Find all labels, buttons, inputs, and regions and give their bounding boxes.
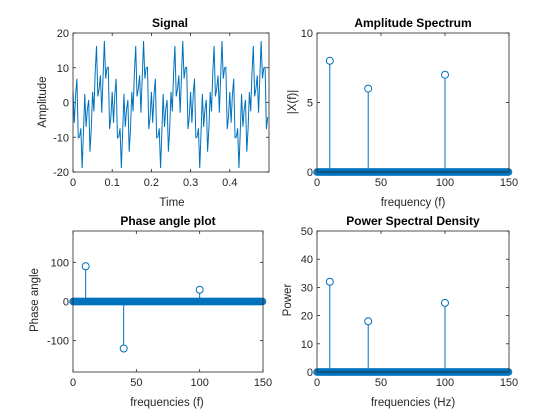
amplitude-spectrum-peak-marker [364,84,373,93]
phase-xtick-label: 100 [190,377,208,389]
psd-xtick-label: 150 [500,377,518,389]
phase-peak-marker [81,262,90,271]
psd-ytick-label: 40 [301,254,313,266]
psd-xlabel: frequencies (Hz) [371,397,456,409]
psd-axes-box [316,230,510,373]
signal-marks [72,41,269,169]
signal-xtick-label: 0.4 [222,177,237,189]
signal-ytick-label: -10 [53,132,69,144]
phase-peak-marker [119,344,128,353]
amplitude-spectrum-peak-marker [325,56,334,65]
phase-xtick-label: 150 [254,377,272,389]
phase-stem-marker [258,297,267,306]
psd-ytick-label: 50 [301,226,313,238]
amplitude-spectrum-ylabel: |X(f)| [287,90,299,115]
phase-ytick-label: 100 [51,257,69,269]
psd-ylabel: Power [282,284,294,317]
signal-xtick-label: 0.2 [144,177,159,189]
phase-xtick-label: 50 [130,377,142,389]
amplitude-spectrum-ytick-label: 10 [301,28,313,40]
psd-peak-marker [441,298,449,307]
amplitude-spectrum-ytick-label: 0 [307,167,313,179]
psd-ytick-label: 0 [307,367,313,379]
phase-peak-marker [195,285,204,294]
signal-ytick-label: 10 [57,63,69,75]
phase-ylabel: Phase angle [29,268,41,332]
amplitude-spectrum-xtick-label: 0 [314,177,320,189]
signal-xlabel: Time [159,197,184,209]
psd-title: Power Spectral Density [346,214,480,228]
amplitude-spectrum-title: Amplitude Spectrum [354,16,471,30]
signal-ticks: 0 0.1 0.2 0.3 0.4 -20 -10 0 10 20 [53,28,269,189]
signal-axes-box [72,32,270,173]
phase-panel: Phase angle plot frequencies (f) Phase a… [29,214,272,409]
psd-ytick-label: 20 [301,311,313,323]
psd-xtick-label: 50 [375,377,387,389]
phase-ticks: 0 50 100 150 -100 0 100 [47,231,272,389]
signal-xtick-label: 0 [70,177,76,189]
amplitude-spectrum-xtick-label: 150 [500,177,518,189]
phase-ytick-label: 0 [63,297,69,309]
amplitude-spectrum-ytick-label: 5 [307,98,313,110]
phase-axes-box [72,230,264,373]
signal-title: Signal [152,16,188,30]
signal-ytick-label: 0 [63,98,69,110]
amplitude-spectrum-xlabel: frequency (f) [381,197,446,209]
signal-xtick-label: 0.1 [105,177,120,189]
psd-panel: Power Spectral Density frequencies (Hz) … [282,214,518,409]
phase-ytick-label: -100 [47,336,69,348]
amplitude-spectrum-axes-box [316,32,510,173]
amplitude-spectrum-peak-marker [441,70,449,79]
phase-xtick-label: 0 [70,377,76,389]
psd-peak-marker [325,277,334,286]
amplitude-spectrum-panel: Amplitude Spectrum frequency (f) |X(f)| … [287,16,518,209]
signal-xtick-label: 0.3 [183,177,198,189]
signal-series-line [72,41,269,169]
phase-marks [69,262,267,353]
psd-peak-marker [364,317,373,326]
psd-ytick-label: 30 [301,282,313,294]
signal-ytick-label: 20 [57,28,69,40]
signal-ylabel: Amplitude [37,76,49,127]
phase-title: Phase angle plot [120,214,215,228]
psd-xtick-label: 100 [436,377,454,389]
psd-xtick-label: 0 [314,377,320,389]
amplitude-spectrum-xtick-label: 50 [375,177,387,189]
psd-ticks: 0 50 100 150 0 10 20 30 40 50 [301,226,518,389]
amplitude-spectrum-xtick-label: 100 [436,177,454,189]
phase-xlabel: frequencies (f) [130,397,204,409]
signal-panel: Signal Time Amplitude 0 0.1 0.2 0.3 0.4 -20 -1… [37,16,270,209]
psd-ytick-label: 10 [301,339,313,351]
signal-ytick-label: -20 [53,167,69,179]
